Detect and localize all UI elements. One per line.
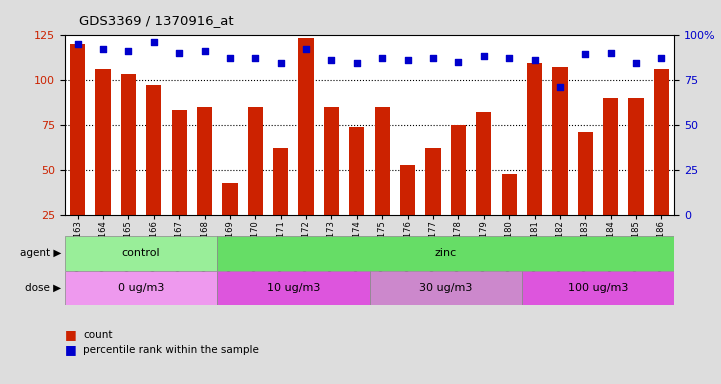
Bar [400, 164, 415, 260]
Bar [522, 271, 674, 305]
Bar [172, 110, 187, 260]
Point [249, 55, 261, 61]
Text: GDS3369 / 1370916_at: GDS3369 / 1370916_at [79, 14, 234, 27]
Bar [70, 44, 85, 260]
Text: 30 ug/m3: 30 ug/m3 [419, 283, 472, 293]
Text: agent ▶: agent ▶ [20, 248, 61, 258]
Point [326, 57, 337, 63]
Point [199, 48, 211, 54]
Bar [273, 148, 288, 260]
Bar [527, 63, 542, 260]
Bar [197, 107, 212, 260]
Point [300, 46, 311, 52]
Bar [425, 148, 441, 260]
Bar [375, 107, 390, 260]
Point [605, 50, 616, 56]
Bar [502, 174, 517, 260]
Point [580, 51, 591, 58]
Text: ■: ■ [65, 328, 76, 341]
Point [123, 48, 134, 54]
Text: 10 ug/m3: 10 ug/m3 [267, 283, 320, 293]
Text: control: control [122, 248, 160, 258]
Text: percentile rank within the sample: percentile rank within the sample [83, 345, 259, 355]
Point [148, 39, 159, 45]
Text: dose ▶: dose ▶ [25, 283, 61, 293]
Point [97, 46, 109, 52]
Text: ■: ■ [65, 343, 76, 356]
Bar [451, 125, 466, 260]
Point [72, 41, 84, 47]
Point [428, 55, 439, 61]
Bar [603, 98, 619, 260]
Point [351, 60, 363, 66]
Text: zinc: zinc [435, 248, 457, 258]
Bar [217, 236, 674, 271]
Bar [476, 112, 492, 260]
Point [528, 57, 540, 63]
Point [630, 60, 642, 66]
Point [554, 84, 566, 90]
Bar [298, 38, 314, 260]
Point [275, 60, 286, 66]
Bar [248, 107, 263, 260]
Bar [654, 69, 669, 260]
Point [503, 55, 515, 61]
Bar [324, 107, 339, 260]
Point [173, 50, 185, 56]
Bar [95, 69, 110, 260]
Point [478, 53, 490, 59]
Bar [217, 271, 369, 305]
Bar [120, 74, 136, 260]
Bar [65, 271, 217, 305]
Text: 100 ug/m3: 100 ug/m3 [568, 283, 628, 293]
Bar [552, 67, 567, 260]
Point [402, 57, 413, 63]
Text: 0 ug/m3: 0 ug/m3 [118, 283, 164, 293]
Point [224, 55, 236, 61]
Bar [349, 127, 364, 260]
Bar [222, 182, 237, 260]
Bar [629, 98, 644, 260]
Point [376, 55, 388, 61]
Point [453, 59, 464, 65]
Bar [369, 271, 522, 305]
Text: count: count [83, 330, 112, 340]
Bar [146, 85, 162, 260]
Bar [578, 132, 593, 260]
Point [655, 55, 667, 61]
Bar [65, 236, 217, 271]
